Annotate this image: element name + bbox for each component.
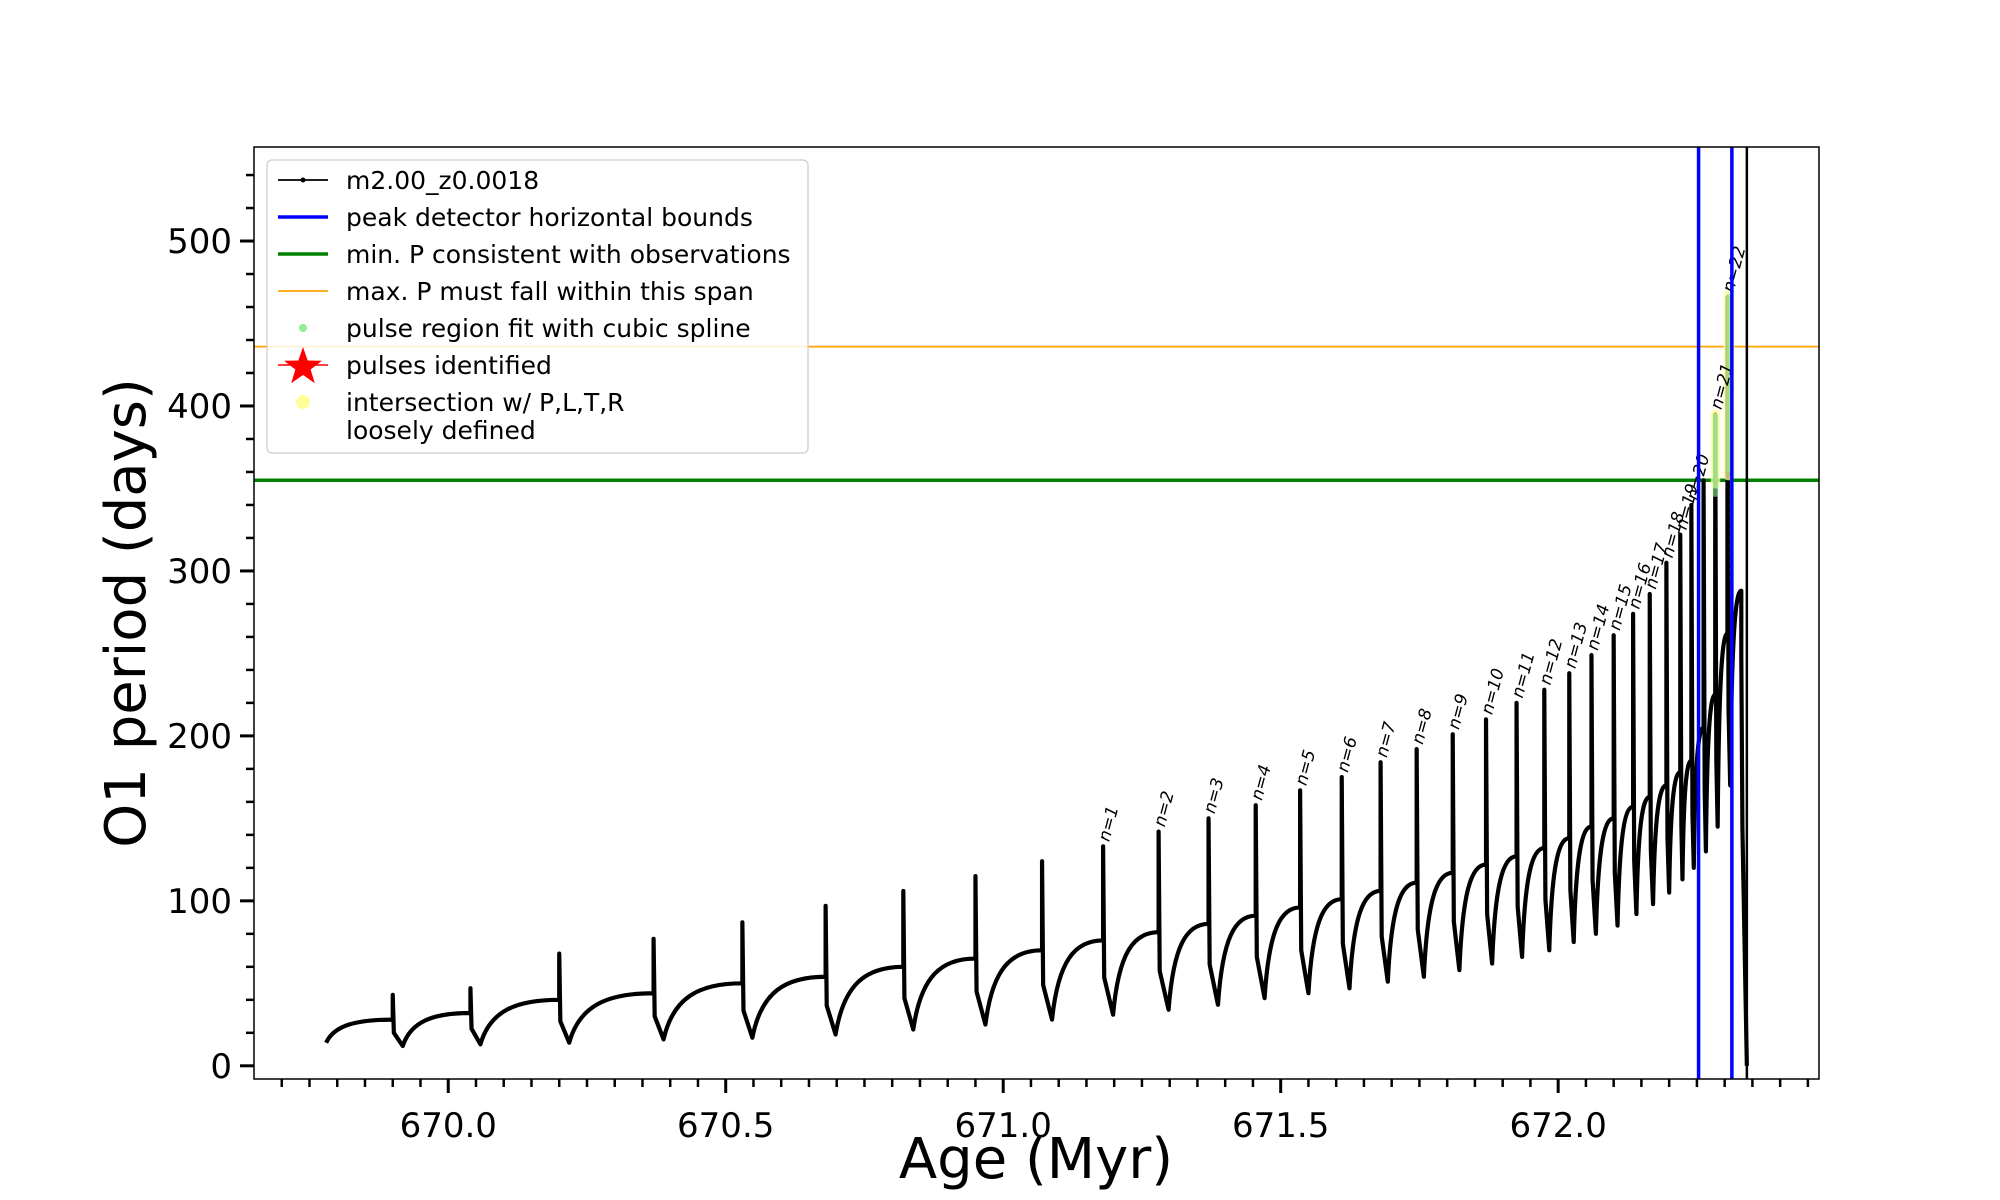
pulse-label: n=6 (1333, 734, 1362, 774)
pulse-label: n=1 (1095, 804, 1124, 844)
legend-marker-icon (300, 177, 306, 183)
legend-star-icon (284, 347, 322, 384)
x-tick-label: 671.5 (1232, 1106, 1329, 1146)
legend-label: pulse region fit with cubic spline (346, 314, 751, 343)
pulse-label: n=3 (1200, 776, 1229, 816)
y-tick-label: 200 (167, 717, 232, 757)
y-tick-label: 100 (167, 882, 232, 922)
legend-dot-icon (299, 324, 307, 332)
pulse-label: n=5 (1292, 748, 1321, 788)
y-tick-label: 0 (210, 1047, 232, 1087)
legend-box (266, 159, 809, 454)
legend-label: loosely defined (346, 416, 536, 445)
y-tick-label: 300 (167, 552, 232, 592)
legend-label: intersection w/ P,L,T,R (346, 388, 625, 417)
pulse-label: n=11 (1508, 650, 1539, 700)
plot-frame (253, 146, 1820, 1080)
spline-fit-region (1712, 414, 1719, 497)
x-axis-label: Age (Myr) (899, 1127, 1173, 1192)
legend-label: m2.00_z0.0018 (346, 166, 539, 195)
spline-fit-region (1726, 293, 1731, 472)
pulse-label: n=7 (1372, 720, 1401, 760)
legend-dot-icon (296, 395, 310, 409)
y-tick-label: 400 (167, 387, 232, 427)
x-tick-label: 670.0 (400, 1106, 497, 1146)
pulse-label: n=8 (1408, 706, 1437, 746)
y-axis: 0 100 200 300 400 500 (167, 173, 254, 1087)
x-tick-label: 670.5 (677, 1106, 774, 1146)
x-tick-label: 671.0 (955, 1106, 1052, 1146)
x-axis: 670.0 670.5 671.0 671.5 672.0 (280, 1079, 1810, 1146)
y-tick-label: 500 (167, 222, 232, 262)
pulse-label: n=10 (1478, 666, 1509, 716)
series-layer (324, 295, 1749, 1066)
pulse-label: n=9 (1444, 692, 1473, 732)
legend-label: max. P must fall within this span (346, 277, 754, 306)
x-tick-label: 672.0 (1509, 1106, 1606, 1146)
legend-label: peak detector horizontal bounds (346, 203, 753, 232)
reference-vlines (1696, 147, 1749, 1079)
legend-label: min. P consistent with observations (346, 240, 791, 269)
y-axis-label: O1 period (days) (94, 378, 159, 848)
legend-label: pulses identified (346, 351, 552, 380)
pulse-label: n=2 (1150, 789, 1179, 829)
pulse-label: n=4 (1247, 763, 1276, 803)
